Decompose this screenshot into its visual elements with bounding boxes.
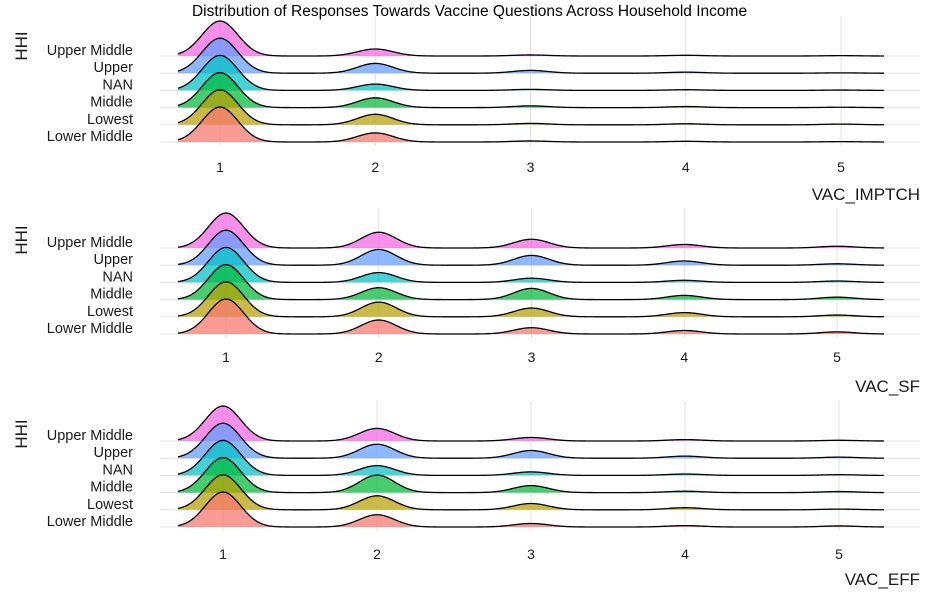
ridge-fill-1-upper-middle xyxy=(178,213,885,248)
x-tick-label: 5 xyxy=(833,349,841,365)
x-tick-label: 1 xyxy=(219,546,227,562)
ridge-fill-1-lowest xyxy=(178,281,885,317)
ridge-fill-0-nan xyxy=(178,55,885,91)
y-tick-label: NAN xyxy=(102,269,133,285)
x-tick-label: 4 xyxy=(681,546,689,562)
x-tick-label: 1 xyxy=(222,349,230,365)
ridge-line-1-upper-middle xyxy=(177,212,885,249)
x-tick-label: 3 xyxy=(527,546,535,562)
ridge-fill-1-nan xyxy=(178,247,885,283)
y-tick-label: Upper Middle xyxy=(47,235,133,251)
x-tick-label: 2 xyxy=(375,349,383,365)
y-tick-label: Middle xyxy=(90,287,133,303)
y-tick-label: Lower Middle xyxy=(47,514,133,530)
ridge-line-1-upper xyxy=(177,229,885,266)
y-axis-label: HHI xyxy=(12,225,31,254)
ridge-line-2-upper-middle xyxy=(177,405,885,442)
ridge-line-2-lower-middle xyxy=(177,491,885,528)
ridge-line-0-nan xyxy=(177,54,885,92)
ridge-line-1-nan xyxy=(177,246,885,284)
x-tick-label: 5 xyxy=(835,546,843,562)
ridge-line-0-upper xyxy=(177,37,885,74)
chart-title: Distribution of Responses Towards Vaccin… xyxy=(191,3,748,20)
y-tick-label: Lowest xyxy=(87,112,133,128)
ridge-fill-0-lowest xyxy=(178,89,885,125)
y-tick-label: Lowest xyxy=(87,497,133,513)
x-tick-label: 3 xyxy=(527,159,535,175)
ridge-fill-0-upper xyxy=(178,38,885,74)
x-tick-label: 3 xyxy=(528,349,536,365)
y-tick-label: Upper xyxy=(94,60,134,76)
ridge-fill-1-lower-middle xyxy=(178,299,885,334)
x-tick-label: 2 xyxy=(371,159,379,175)
ridge-line-0-lowest xyxy=(177,89,885,126)
y-tick-label: Lowest xyxy=(87,304,133,320)
ridge-fill-2-lower-middle xyxy=(178,492,885,527)
y-tick-label: Middle xyxy=(90,480,133,496)
ridge-line-0-upper-middle xyxy=(177,20,885,57)
x-axis-label: VAC_SF xyxy=(855,377,920,396)
ridge-fill-1-upper xyxy=(178,230,885,266)
y-tick-label: Lower Middle xyxy=(47,129,133,145)
y-tick-label: Upper xyxy=(94,445,134,461)
x-axis-label: VAC_EFF xyxy=(845,570,920,589)
ridge-fill-2-nan xyxy=(178,440,885,476)
y-tick-label: NAN xyxy=(102,462,133,478)
ridge-fill-2-upper xyxy=(178,423,885,459)
y-axis-label: HHI xyxy=(12,31,31,60)
ridge-fill-0-lower-middle xyxy=(178,107,885,142)
ridge-line-0-middle xyxy=(177,71,885,109)
ridge-fill-2-upper-middle xyxy=(178,406,885,441)
ridge-fill-0-middle xyxy=(178,72,885,108)
ridge-fill-1-middle xyxy=(178,264,885,300)
ridge-fill-0-upper-middle xyxy=(178,21,885,56)
x-tick-label: 4 xyxy=(682,159,690,175)
y-tick-label: Upper Middle xyxy=(47,428,133,444)
ridge-line-2-middle xyxy=(177,457,885,494)
x-axis-label: VAC_IMPTCH xyxy=(812,185,920,204)
y-tick-label: Upper Middle xyxy=(47,43,133,59)
ridge-fill-2-lowest xyxy=(178,474,885,510)
x-tick-label: 1 xyxy=(216,159,224,175)
ridge-line-1-middle xyxy=(177,263,885,301)
y-tick-label: NAN xyxy=(102,77,133,93)
x-tick-label: 4 xyxy=(680,349,688,365)
y-tick-label: Lower Middle xyxy=(47,321,133,337)
ridge-line-2-upper xyxy=(177,422,885,459)
x-tick-label: 5 xyxy=(837,159,845,175)
y-tick-label: Upper xyxy=(94,252,134,268)
ridge-line-0-lower-middle xyxy=(177,106,885,143)
ridge-line-1-lower-middle xyxy=(177,298,885,335)
ridge-line-1-lowest xyxy=(177,281,885,318)
ridge-line-2-lowest xyxy=(177,474,885,511)
x-tick-label: 2 xyxy=(373,546,381,562)
ridge-line-2-nan xyxy=(177,439,885,477)
y-tick-label: Middle xyxy=(90,95,133,111)
y-axis-label: HHI xyxy=(12,419,31,448)
